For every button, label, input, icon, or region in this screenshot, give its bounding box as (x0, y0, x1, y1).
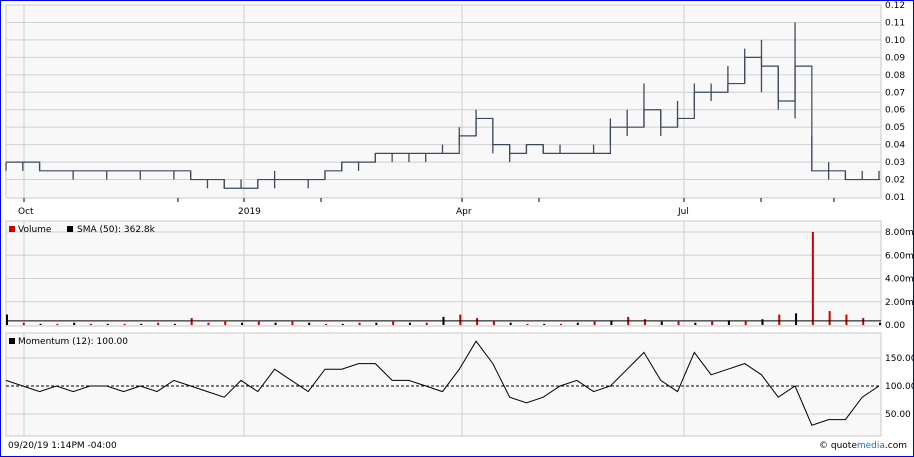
brand-accent: media (856, 441, 885, 451)
price-tick-label: 0.06 (885, 106, 905, 116)
volume-bar (123, 323, 126, 325)
price-tick-label: 0.12 (885, 1, 905, 11)
volume-bar (274, 322, 277, 325)
volume-bar (727, 320, 730, 325)
momentum-tick-label: 150.00 (885, 354, 913, 364)
momentum-legend-swatch (9, 338, 15, 344)
brand-tail: .com (884, 441, 907, 451)
price-tick-label: 0.11 (885, 18, 905, 28)
x-tick-label: Oct (18, 207, 34, 217)
volume-bar (358, 322, 361, 325)
volume-bar (375, 322, 378, 325)
price-tick-label: 0.05 (885, 123, 905, 133)
volume-bar (560, 323, 563, 325)
volume-bar (324, 323, 327, 325)
volume-bar (509, 322, 512, 325)
volume-tick-label: 6.00m (885, 251, 913, 261)
volume-bar (677, 321, 680, 325)
volume-bar (308, 322, 311, 325)
volume-bar (173, 323, 176, 325)
price-tick-label: 0.03 (885, 158, 905, 168)
volume-bar (660, 321, 663, 325)
volume-bar (543, 323, 546, 325)
timestamp: 09/20/19 1:14PM -04:00 (8, 441, 117, 451)
volume-bar (73, 322, 76, 325)
momentum-tick-label: 50.00 (885, 410, 911, 420)
quotemedia-credit[interactable]: © quotemedia.com (819, 441, 907, 451)
volume-bar (476, 318, 479, 325)
volume-bar (845, 314, 848, 325)
panel-2 (5, 332, 882, 437)
volume-bar (694, 322, 697, 325)
price-line (6, 56, 880, 189)
volume-bar (744, 321, 747, 325)
volume-bar (190, 318, 193, 325)
volume-tick-label: 8.00m (885, 228, 913, 238)
x-tick-label: Apr (456, 207, 472, 217)
volume-bar (492, 321, 495, 325)
volume-bar (341, 323, 344, 325)
momentum-legend-label: Momentum (12): 100.00 (18, 337, 128, 347)
volume-tick-label: 2.00m (885, 298, 913, 308)
volume-bar (526, 323, 529, 325)
volume-bar (593, 321, 596, 325)
volume-bar (241, 322, 244, 325)
volume-bar (291, 321, 294, 325)
volume-bar (392, 321, 395, 325)
volume-bar (761, 319, 764, 325)
price-tick-label: 0.07 (885, 88, 905, 98)
volume-bar (408, 322, 411, 325)
price-tick-label: 0.09 (885, 53, 905, 63)
volume-bar (862, 318, 865, 325)
sma-legend-label: SMA (50): 362.8k (77, 225, 156, 235)
volume-bar (828, 311, 831, 325)
price-tick-label: 0.10 (885, 36, 905, 46)
copyright-text: © quote (819, 441, 857, 451)
momentum-line (5, 340, 880, 426)
x-tick-label: Jul (677, 207, 689, 217)
panel-0 (5, 4, 882, 199)
volume-bar (224, 321, 227, 325)
volume-bar (157, 322, 160, 325)
momentum-tick-label: 100.00 (885, 382, 913, 392)
volume-bar (89, 323, 92, 325)
volume-legend-label: Volume (18, 225, 52, 235)
volume-bar (711, 321, 714, 325)
volume-bar (610, 320, 613, 325)
price-tick-label: 0.08 (885, 71, 905, 81)
volume-legend-swatch (9, 226, 15, 232)
volume-bar (576, 322, 579, 325)
volume-bar (22, 322, 25, 325)
volume-bar (459, 314, 462, 325)
volume-bar (879, 322, 881, 325)
volume-bar (257, 321, 260, 325)
volume-bar (6, 314, 8, 325)
volume-bar (140, 323, 143, 325)
x-tick-label: 2019 (238, 207, 261, 217)
volume-tick-label: 4.00m (885, 275, 913, 285)
volume-bar (811, 232, 814, 325)
volume-bar (795, 313, 798, 325)
sma-legend-swatch (67, 226, 73, 232)
volume-bar (778, 314, 781, 325)
volume-bar (106, 323, 109, 325)
panel-1 (5, 220, 882, 327)
price-tick-label: 0.02 (885, 176, 905, 186)
price-tick-label: 0.01 (885, 193, 905, 203)
volume-bar (207, 322, 210, 325)
volume-bar (39, 323, 42, 325)
volume-bar (643, 319, 646, 325)
volume-tick-label: 0.00 (885, 321, 905, 331)
volume-bar (425, 322, 428, 325)
volume-bar (56, 323, 59, 325)
price-tick-label: 0.04 (885, 141, 905, 151)
